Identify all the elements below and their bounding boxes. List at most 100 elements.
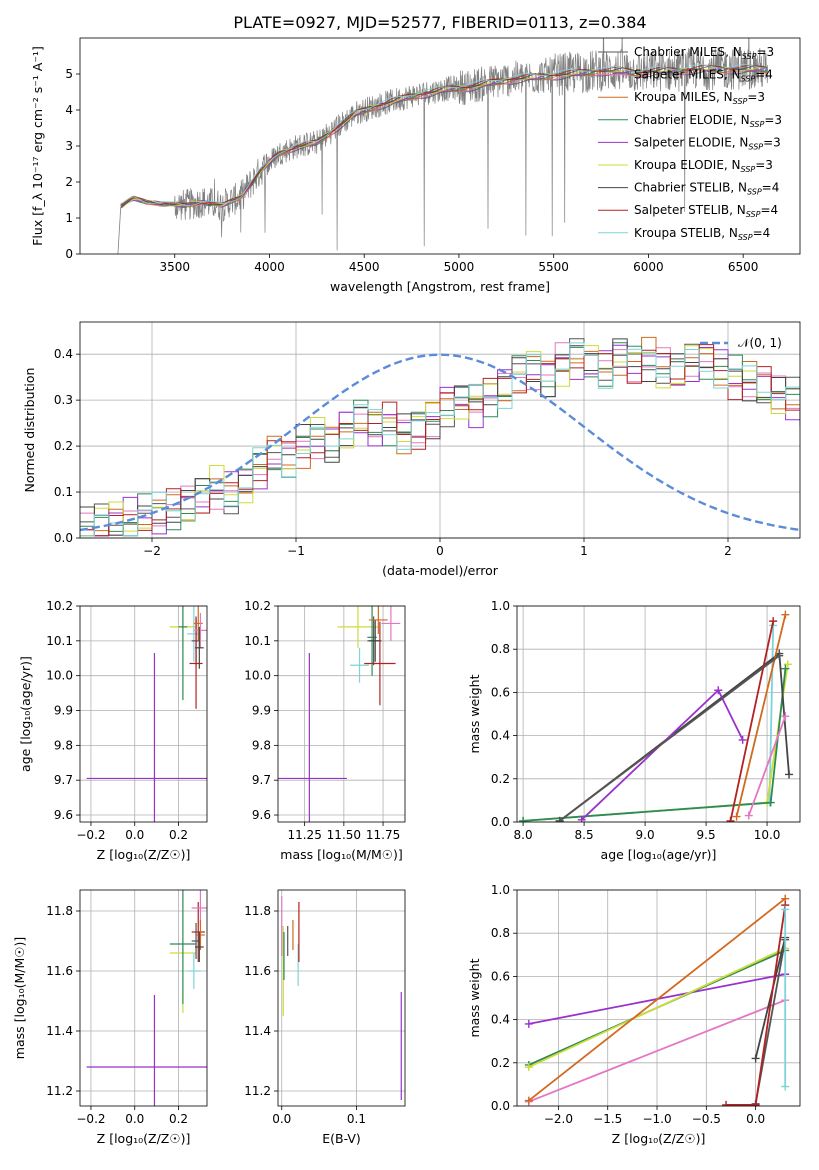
axes-frame xyxy=(516,889,801,1107)
mass_vs_ebv-plot-area xyxy=(281,896,402,1100)
y-tick-label: 0.2 xyxy=(54,439,73,453)
x-axis-label: wavelength [Angstrom, rest frame] xyxy=(330,279,550,294)
model-spectrum-line xyxy=(120,67,767,208)
x-tick-label: −1.0 xyxy=(642,1112,671,1126)
mass-weight-point xyxy=(781,905,790,914)
mass_weight_vs_age-panel: 8.0 8.5 9.0 9.5 10.0 0.0 0.2 0.4 0.6 0.8 1.0 age [l… xyxy=(467,599,801,862)
y-axis-label: mass weight xyxy=(467,958,482,1037)
y-tick-label: 0.0 xyxy=(491,1099,510,1113)
normal-reference-curve xyxy=(80,353,800,532)
mass-weight-point xyxy=(577,815,586,822)
x-tick-label: −1.5 xyxy=(593,1112,622,1126)
x-tick-label: 4000 xyxy=(254,260,285,274)
mass-weight-point xyxy=(738,735,747,744)
y-tick-label: 10.1 xyxy=(46,634,73,648)
y-tick-label: 0.8 xyxy=(491,926,510,940)
x-tick-label: 8.0 xyxy=(514,828,533,842)
x-tick-label: 0 xyxy=(436,544,444,558)
mass-weight-point xyxy=(781,1082,790,1091)
axes-frame xyxy=(79,321,801,539)
y-tick-label: 11.2 xyxy=(46,1084,73,1098)
y-axis-label: age [log₁₀(age/yr)] xyxy=(18,656,33,772)
x-tick-label: 5500 xyxy=(538,260,569,274)
mass-weight-point xyxy=(751,1054,760,1063)
residuals-legend: 𝒩(0, 1) xyxy=(700,336,782,350)
x-tick-label: −0.2 xyxy=(76,1112,105,1126)
legend-label: Salpeter MILES, NSSP=4 xyxy=(634,68,773,84)
spectrum-panel: 3500 4000 4500 5000 5500 6000 6500 0 1 2 3 4 5 wavele… xyxy=(30,37,801,294)
mass-weight-point xyxy=(714,686,723,695)
legend-label: Salpeter ELODIE, NSSP=3 xyxy=(634,135,781,151)
x-axis-label: Z [log₁₀(Z/Z☉)] xyxy=(97,1131,191,1146)
mass_vs_ebv-panel: 0.0 0.1 11.2 11.4 11.6 11.8 E(B-V) xyxy=(244,889,406,1146)
y-tick-label: 0.4 xyxy=(491,729,510,743)
x-tick-label: 0.1 xyxy=(347,1112,366,1126)
y-axis-label: Normed distribution xyxy=(22,368,37,493)
mass-weight-point xyxy=(524,1019,533,1028)
x-axis-label: (data-model)/error xyxy=(382,563,499,578)
x-tick-label: −2.0 xyxy=(544,1112,573,1126)
y-tick-label: 9.8 xyxy=(252,738,271,752)
y-tick-label: 0.4 xyxy=(491,1013,510,1027)
mass-weight-point xyxy=(726,816,735,822)
y-tick-label: 0.8 xyxy=(491,642,510,656)
x-tick-label: 1 xyxy=(580,544,588,558)
legend-label: Chabrier STELIB, NSSP=4 xyxy=(634,181,779,197)
x-axis-label: Z [log₁₀(Z/Z☉)] xyxy=(97,847,191,862)
y-tick-label: 0.6 xyxy=(491,969,510,983)
age_vs_Z-panel: −0.2 0.0 0.2 9.6 9.7 9.8 9.9 10.0 10.1 10.2 Z [log… xyxy=(18,599,208,862)
mass-weight-point xyxy=(781,664,790,673)
y-tick-label: 0.1 xyxy=(54,485,73,499)
y-tick-label: 11.2 xyxy=(244,1084,271,1098)
y-tick-label: 0.3 xyxy=(54,393,73,407)
mass_weight_vs_Z-panel: −2.0 −1.5 −1.0 −0.5 0.0 0.0 0.2 0.4 0.6 0.8 1.0 Z [… xyxy=(467,883,801,1146)
axes-frame xyxy=(277,605,406,823)
y-tick-label: 0.2 xyxy=(491,772,510,786)
x-tick-label: 9.5 xyxy=(697,828,716,842)
x-axis-label: Z [log₁₀(Z/Z☉)] xyxy=(612,1131,706,1146)
x-tick-label: 0.0 xyxy=(272,1112,291,1126)
residuals-panel: −2 −1 0 1 2 0.0 0.1 0.2 0.3 0.4 (data-model)/error… xyxy=(22,321,801,578)
y-tick-label: 10.0 xyxy=(46,669,73,683)
mass-weight-point xyxy=(781,712,790,721)
mass_vs_Z-plot-area xyxy=(86,890,207,1106)
x-tick-label: 11.75 xyxy=(366,828,400,842)
x-tick-label: 2 xyxy=(724,544,732,558)
x-tick-label: 0.0 xyxy=(746,1112,765,1126)
y-tick-label: 9.6 xyxy=(54,808,73,822)
mass-weight-point xyxy=(519,816,528,822)
legend-label: 𝒩(0, 1) xyxy=(738,336,782,350)
legend-label: Kroupa STELIB, NSSP=4 xyxy=(634,226,770,242)
y-tick-label: 0.0 xyxy=(54,531,73,545)
x-tick-label: 11.50 xyxy=(327,828,361,842)
legend-label: Kroupa ELODIE, NSSP=3 xyxy=(634,158,773,174)
mass-weight-line xyxy=(729,620,775,822)
mass-weight-line xyxy=(754,937,787,1059)
axes-frame xyxy=(79,889,208,1107)
y-axis-label: mass weight xyxy=(467,674,482,753)
x-tick-label: 0.2 xyxy=(169,1112,188,1126)
x-tick-label: −1 xyxy=(287,544,305,558)
y-tick-label: 0.0 xyxy=(491,815,510,829)
spectrum-plot-area xyxy=(117,38,769,254)
age_vs_Z-plot-area xyxy=(86,606,207,822)
mass-weight-point xyxy=(769,617,778,626)
y-tick-label: 1.0 xyxy=(491,883,510,897)
mass-weight-point xyxy=(751,1100,760,1106)
y-tick-label: 1 xyxy=(65,211,73,225)
mass-weight-point xyxy=(744,811,753,820)
y-axis-label: mass [log₁₀(M/M☉)] xyxy=(12,937,27,1059)
y-tick-label: 11.8 xyxy=(244,904,271,918)
axes-frame xyxy=(79,37,801,255)
y-tick-label: 0 xyxy=(65,247,73,261)
mass-weight-point xyxy=(555,816,564,822)
y-tick-label: 11.4 xyxy=(244,1024,271,1038)
x-tick-label: 11.25 xyxy=(287,828,321,842)
x-tick-label: 3500 xyxy=(159,260,190,274)
mass-weight-line xyxy=(559,654,780,822)
x-tick-label: −0.2 xyxy=(76,828,105,842)
observed-spectrum-line xyxy=(120,38,769,251)
x-axis-label: age [log₁₀(age/yr)] xyxy=(601,847,717,862)
model-spectrum-line xyxy=(120,66,767,208)
x-tick-label: 6500 xyxy=(728,260,759,274)
